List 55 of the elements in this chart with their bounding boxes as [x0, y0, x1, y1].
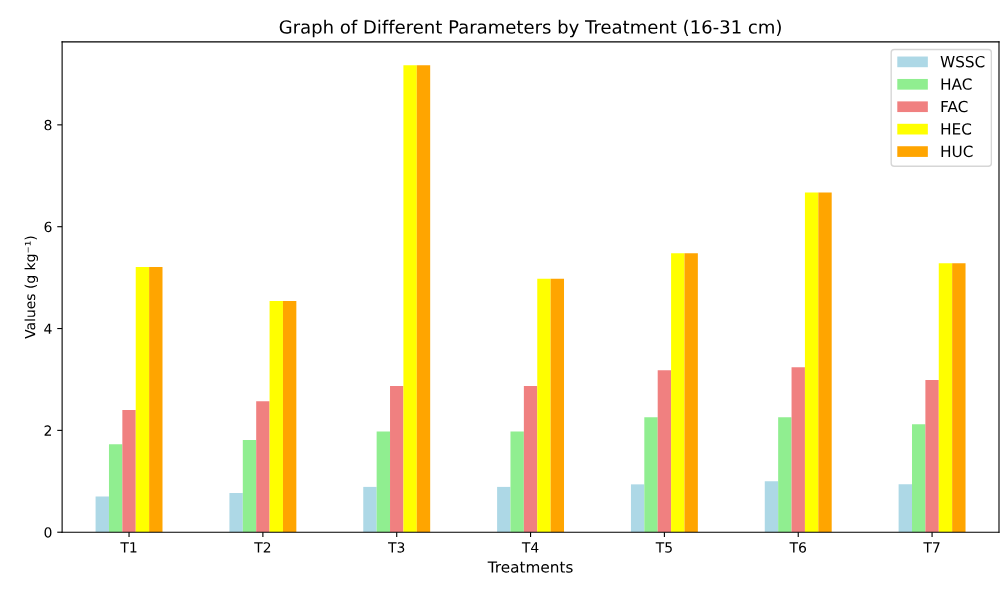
chart-title: Graph of Different Parameters by Treatment (16-31 cm): [279, 19, 781, 38]
x-tick-label: T3: [388, 542, 405, 553]
legend-label: HAC: [941, 78, 972, 90]
bar: [403, 65, 417, 533]
bar: [912, 424, 926, 533]
bar: [804, 192, 819, 533]
bar: [764, 481, 779, 533]
bar: [497, 486, 511, 533]
bar: [149, 266, 163, 533]
bar: [256, 401, 270, 533]
bar: [537, 278, 551, 533]
y-tick-label: 0: [44, 527, 52, 538]
bar: [390, 386, 404, 533]
x-tick-label: T1: [120, 542, 137, 553]
bar: [229, 493, 243, 533]
bar: [550, 278, 565, 533]
bar: [778, 417, 792, 533]
bar: [630, 484, 645, 533]
y-tick-label: 8: [44, 119, 52, 131]
bar: [242, 440, 257, 533]
x-tick-label: T7: [923, 542, 940, 553]
legend-label: HEC: [941, 123, 972, 135]
bar: [938, 263, 953, 533]
y-tick-label: 2: [44, 425, 52, 436]
bar: [818, 192, 832, 533]
x-tick-label: T2: [254, 542, 271, 553]
bar: [510, 431, 524, 533]
x-tick-label: T5: [655, 542, 672, 553]
bar: [791, 367, 805, 533]
x-tick-label: T6: [789, 542, 807, 553]
bar: [282, 301, 297, 533]
bar: [108, 444, 123, 533]
bar: [657, 370, 672, 533]
x-axis-title: Treatments: [487, 561, 573, 573]
legend-label: FAC: [941, 100, 968, 113]
bar: [684, 253, 698, 533]
bar: [952, 263, 966, 533]
bar: [898, 484, 912, 533]
bar: [523, 386, 538, 533]
bar: [269, 301, 283, 533]
legend-label: HUC: [941, 145, 973, 158]
y-axis-title: Values (g kg⁻¹): [24, 236, 39, 339]
bar: [135, 266, 150, 533]
bar: [122, 410, 136, 533]
y-tick-label: 4: [44, 323, 52, 334]
y-tick-label: 6: [44, 221, 52, 233]
bar: [925, 379, 939, 533]
legend-label: WSSC: [940, 55, 985, 68]
bar: [671, 253, 685, 533]
bar: [363, 486, 377, 533]
bar: [376, 431, 391, 533]
bar: [95, 496, 109, 533]
bar: [644, 417, 658, 533]
x-tick-label: T4: [521, 542, 539, 553]
bar: [416, 65, 431, 533]
